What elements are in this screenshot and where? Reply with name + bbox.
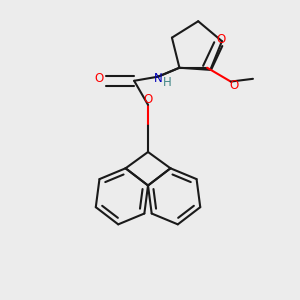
Text: N: N (154, 72, 163, 85)
Text: O: O (229, 79, 238, 92)
Text: H: H (163, 76, 172, 89)
Text: O: O (143, 93, 153, 106)
Text: O: O (95, 72, 104, 85)
Text: O: O (217, 33, 226, 46)
